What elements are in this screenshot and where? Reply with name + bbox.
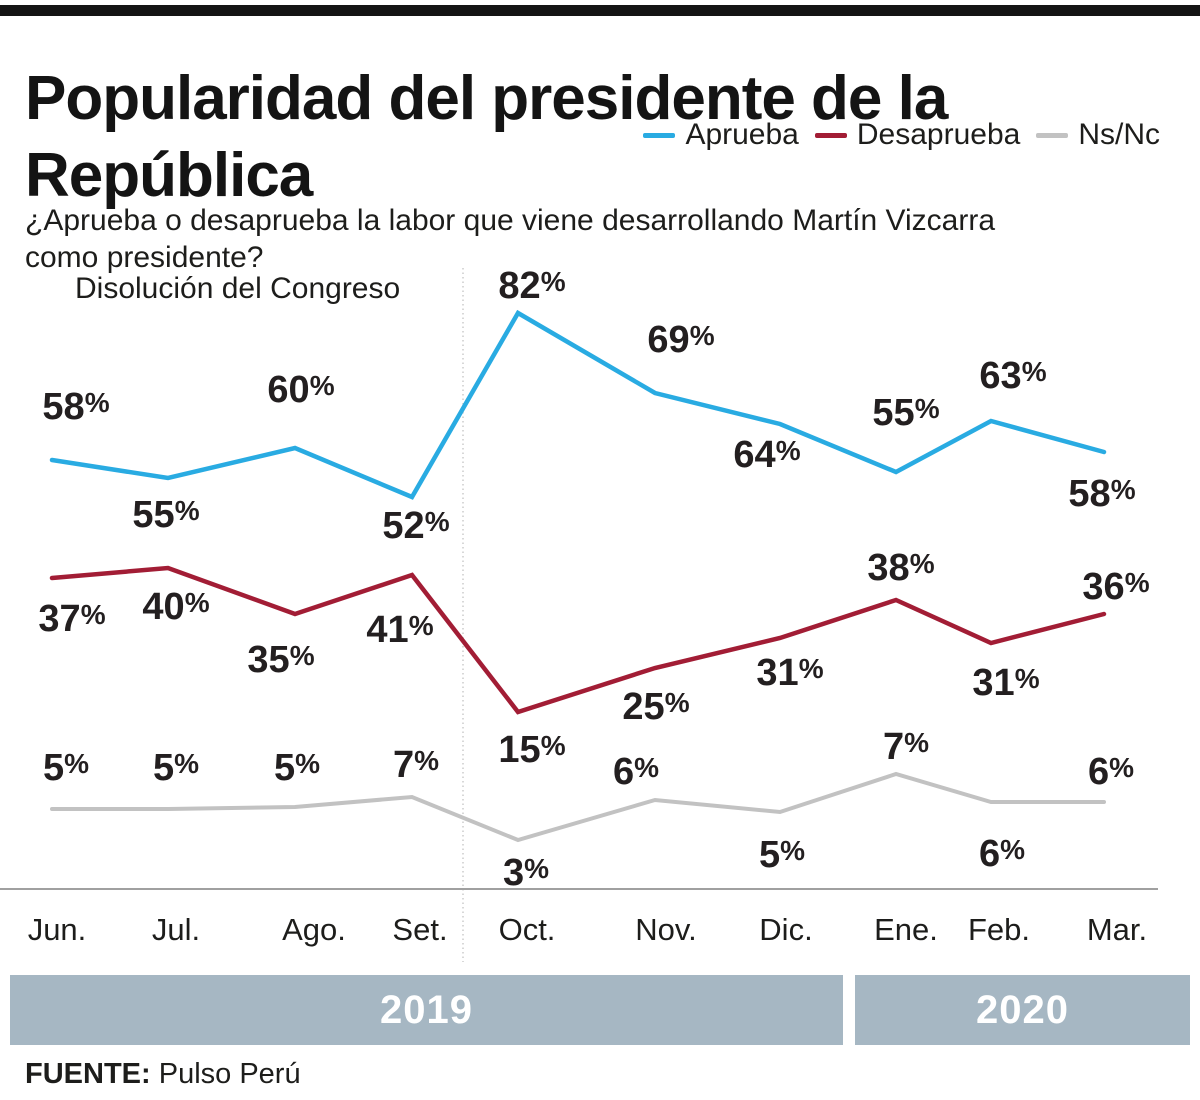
year-band-2019: 2019 [10, 975, 843, 1045]
data-label: 55% [132, 494, 199, 536]
desaprueba-line-swatch-icon [814, 132, 847, 138]
x-axis-label: Oct. [499, 912, 556, 947]
data-label: 6% [979, 833, 1025, 875]
data-label: 52% [382, 505, 449, 547]
event-annotation: Disolución del Congreso [75, 272, 401, 305]
source-label: FUENTE: [25, 1058, 151, 1090]
year-label: 2020 [976, 987, 1069, 1032]
legend-item-nsnc: Ns/Nc [1036, 118, 1160, 152]
data-label: 82% [498, 265, 565, 307]
year-label: 2019 [380, 987, 473, 1032]
data-label: 36% [1082, 566, 1149, 608]
data-label: 6% [1088, 751, 1134, 793]
nsnc-line-swatch-icon [1036, 132, 1069, 138]
data-label: 38% [867, 547, 934, 589]
data-label: 64% [733, 434, 800, 476]
data-label: 31% [972, 662, 1039, 704]
x-axis-label: Dic. [759, 912, 812, 947]
series-line-aprueba [49, 309, 1107, 500]
data-label: 5% [43, 747, 89, 789]
data-label: 31% [756, 652, 823, 694]
x-axis-label: Jul. [152, 912, 200, 947]
x-axis-label: Ago. [282, 912, 346, 947]
chart-question: ¿Aprueba o desaprueba la labor que viene… [25, 202, 1185, 276]
title-line-2: República [25, 140, 313, 210]
legend-label: Aprueba [685, 118, 799, 151]
series-line-nsnc [50, 771, 1106, 843]
legend-label: Ns/Nc [1078, 118, 1160, 151]
data-label: 6% [613, 751, 659, 793]
series-line-desaprueba [49, 565, 1107, 715]
data-label: 3% [503, 852, 549, 894]
chart-legend: Aprueba Desaprueba Ns/Nc [643, 118, 1160, 152]
data-label: 7% [883, 726, 929, 768]
data-label: 60% [267, 369, 334, 411]
legend-item-aprueba: Aprueba [643, 118, 799, 152]
data-label: 25% [622, 686, 689, 728]
data-label: 15% [498, 729, 565, 771]
legend-item-desaprueba: Desaprueba [814, 118, 1021, 152]
top-rule [0, 5, 1200, 16]
legend-label: Desaprueba [856, 118, 1021, 151]
x-axis-label: Mar. [1087, 912, 1147, 947]
subtitle-line-2: como presidente? [25, 241, 264, 274]
data-label: 37% [38, 598, 105, 640]
data-label: 58% [42, 386, 109, 428]
data-label: 40% [142, 586, 209, 628]
data-label: 69% [647, 319, 714, 361]
data-label: 55% [872, 392, 939, 434]
x-axis-label: Jun. [28, 912, 87, 947]
page-title: Popularidad del presidente de la Repúbli… [25, 60, 1175, 214]
data-label: 41% [366, 609, 433, 651]
source-value: Pulso Perú [158, 1058, 301, 1090]
subtitle-line-1: ¿Aprueba o desaprueba la labor que viene… [25, 204, 996, 237]
aprueba-line-swatch-icon [643, 132, 676, 138]
data-label: 58% [1068, 473, 1135, 515]
x-axis-label: Feb. [968, 912, 1030, 947]
year-band-2020: 2020 [855, 975, 1190, 1045]
source-credit: FUENTE: Pulso Perú [25, 1058, 301, 1091]
data-label: 7% [393, 744, 439, 786]
data-label: 35% [247, 639, 314, 681]
data-label: 5% [153, 747, 199, 789]
title-line-1: Popularidad del presidente de la [25, 63, 948, 133]
x-axis-label: Ene. [874, 912, 938, 947]
data-label: 5% [274, 747, 320, 789]
data-label: 63% [979, 355, 1046, 397]
data-label: 5% [759, 834, 805, 876]
x-axis-label: Nov. [635, 912, 696, 947]
x-axis-label: Set. [392, 912, 447, 947]
